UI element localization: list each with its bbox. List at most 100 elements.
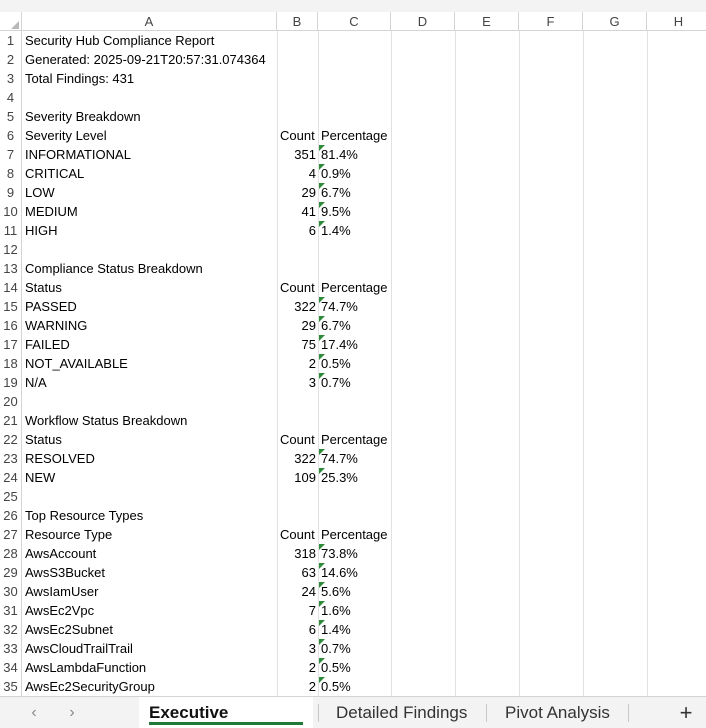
row-header[interactable]: 10	[0, 202, 22, 221]
cell-b[interactable]: 75	[301, 337, 316, 352]
error-indicator-icon[interactable]	[319, 221, 325, 227]
cell-c[interactable]: 0.5%	[321, 660, 351, 675]
cell-a[interactable]: WARNING	[25, 318, 88, 333]
cell-c[interactable]	[319, 88, 391, 107]
cell-a[interactable]: Top Resource Types	[25, 508, 144, 523]
error-indicator-icon[interactable]	[319, 468, 325, 474]
cell-b[interactable]: 351	[294, 147, 316, 162]
plus-icon[interactable]: +	[679, 700, 693, 725]
cell-c[interactable]	[319, 506, 391, 525]
cell-a[interactable]: Status	[25, 280, 62, 295]
cell-a[interactable]: CRITICAL	[25, 166, 85, 181]
column-header-f[interactable]: F	[519, 12, 583, 31]
row-header[interactable]: 33	[0, 639, 22, 658]
cell-b[interactable]: 322	[294, 299, 316, 314]
cell-c[interactable]	[319, 487, 391, 506]
cell-b[interactable]: 3	[308, 375, 316, 390]
column-header-c[interactable]: C	[318, 12, 391, 31]
cell-b[interactable]	[278, 50, 318, 69]
row-header[interactable]: 5	[0, 107, 22, 126]
error-indicator-icon[interactable]	[319, 563, 325, 569]
cell-a[interactable]: N/A	[25, 375, 47, 390]
error-indicator-icon[interactable]	[319, 202, 325, 208]
cell-b[interactable]	[278, 69, 318, 88]
row-header[interactable]: 19	[0, 373, 22, 392]
cell-a[interactable]: Severity Breakdown	[25, 109, 141, 124]
row-header[interactable]: 35	[0, 677, 22, 696]
cell-grid[interactable]: 1 Security Hub Compliance Report 2 Generate…	[0, 31, 706, 696]
error-indicator-icon[interactable]	[319, 449, 325, 455]
cell-a[interactable]: AwsS3Bucket	[25, 565, 105, 580]
row-header[interactable]: 17	[0, 335, 22, 354]
row-header[interactable]: 23	[0, 449, 22, 468]
error-indicator-icon[interactable]	[319, 677, 325, 683]
error-indicator-icon[interactable]	[319, 658, 325, 664]
column-header-d[interactable]: D	[391, 12, 455, 31]
row-header[interactable]: 2	[0, 50, 22, 69]
cell-c[interactable]: 81.4%	[321, 147, 358, 162]
cell-a[interactable]: INFORMATIONAL	[25, 147, 131, 162]
row-header[interactable]: 7	[0, 145, 22, 164]
column-header-g[interactable]: G	[583, 12, 647, 31]
cell-a[interactable]: Resource Type	[25, 527, 113, 542]
cell-c[interactable]: 1.4%	[321, 622, 351, 637]
cell-c[interactable]: 17.4%	[321, 337, 358, 352]
tab-detailed-findings[interactable]: Detailed Findings	[326, 697, 478, 728]
cell-c[interactable]: 5.6%	[321, 584, 351, 599]
cell-c[interactable]	[319, 107, 391, 126]
cell-c[interactable]: 1.4%	[321, 223, 351, 238]
cell-c[interactable]	[319, 240, 391, 259]
cell-c[interactable]: 74.7%	[321, 451, 358, 466]
cell-b[interactable]: 41	[301, 204, 316, 219]
cell-b[interactable]: 2	[308, 660, 316, 675]
cell-b[interactable]	[278, 392, 318, 411]
error-indicator-icon[interactable]	[319, 164, 325, 170]
cell-b[interactable]	[278, 411, 318, 430]
cell-c[interactable]: 0.7%	[321, 375, 351, 390]
cell-c[interactable]	[319, 411, 391, 430]
row-header[interactable]: 20	[0, 392, 22, 411]
cell-a[interactable]: Severity Level	[25, 128, 107, 143]
cell-a[interactable]: AwsEc2SecurityGroup	[25, 679, 155, 694]
row-header[interactable]: 14	[0, 278, 22, 297]
error-indicator-icon[interactable]	[319, 183, 325, 189]
row-header[interactable]: 29	[0, 563, 22, 582]
row-header[interactable]: 24	[0, 468, 22, 487]
cell-a[interactable]: AwsEc2Vpc	[25, 603, 95, 618]
column-header-h[interactable]: H	[647, 12, 706, 31]
cell-b[interactable]: 318	[294, 546, 316, 561]
row-header[interactable]: 12	[0, 240, 22, 259]
cell-c[interactable]	[319, 50, 391, 69]
cell-b[interactable]	[278, 240, 318, 259]
column-header-b[interactable]: B	[277, 12, 318, 31]
error-indicator-icon[interactable]	[319, 582, 325, 588]
cell-b[interactable]: 3	[308, 641, 316, 656]
cell-a[interactable]: AwsAccount	[25, 546, 97, 561]
cell-c[interactable]: Percentage	[321, 432, 388, 447]
cell-a[interactable]	[23, 392, 277, 411]
cell-b[interactable]: 29	[301, 318, 316, 333]
cell-b[interactable]: 63	[301, 565, 316, 580]
cell-b[interactable]: Count	[280, 280, 315, 295]
cell-a[interactable]: FAILED	[25, 337, 70, 352]
row-header[interactable]: 22	[0, 430, 22, 449]
cell-b[interactable]: 2	[308, 356, 316, 371]
row-header[interactable]: 16	[0, 316, 22, 335]
error-indicator-icon[interactable]	[319, 639, 325, 645]
cell-a[interactable]: MEDIUM	[25, 204, 78, 219]
cell-b[interactable]: 322	[294, 451, 316, 466]
cell-b[interactable]: 2	[308, 679, 316, 694]
row-header[interactable]: 26	[0, 506, 22, 525]
row-header[interactable]: 25	[0, 487, 22, 506]
cell-a[interactable]	[23, 487, 277, 506]
cell-a[interactable]: AwsIamUser	[25, 584, 99, 599]
cell-a[interactable]: Workflow Status Breakdown	[25, 413, 188, 428]
cell-b[interactable]: 24	[301, 584, 316, 599]
cell-b[interactable]: 6	[308, 223, 316, 238]
cell-c[interactable]: 74.7%	[321, 299, 358, 314]
cell-a[interactable]: PASSED	[25, 299, 77, 314]
cell-c[interactable]: 0.9%	[321, 166, 351, 181]
row-header[interactable]: 34	[0, 658, 22, 677]
row-header[interactable]: 32	[0, 620, 22, 639]
cell-a[interactable]: NEW	[25, 470, 56, 485]
